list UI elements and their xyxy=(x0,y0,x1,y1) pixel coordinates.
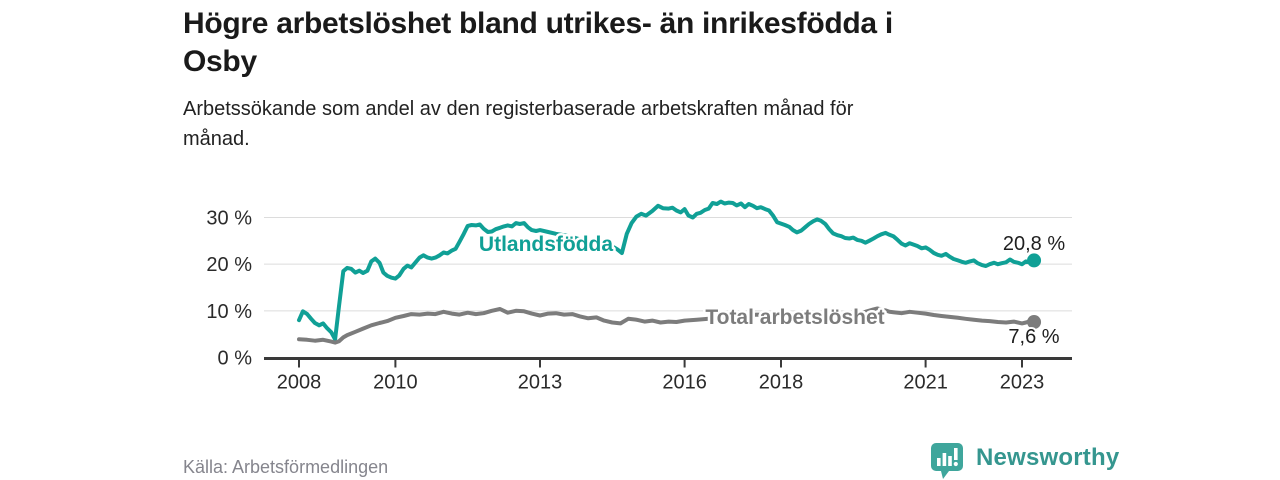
newsworthy-logo-icon xyxy=(931,443,963,479)
subtitle-line-2: månad. xyxy=(183,128,250,150)
x-axis-tick-label: 2023 xyxy=(1000,372,1045,394)
exclamation-dot xyxy=(953,461,958,467)
source-note: Källa: Arbetsförmedlingen xyxy=(183,457,389,477)
series-end-dot-1 xyxy=(1027,315,1042,330)
x-axis-tick-label: 2013 xyxy=(518,372,563,394)
x-axis-tick-label: 2021 xyxy=(903,372,948,394)
y-axis-tick-label: 10 % xyxy=(206,301,252,323)
y-axis-tick-label: 30 % xyxy=(206,208,252,230)
y-axis-tick-label: 0 % xyxy=(218,348,253,370)
series-label-1: Total arbetslöshet xyxy=(705,306,884,329)
x-axis-tick-label: 2010 xyxy=(373,372,418,394)
x-axis-tick-label: 2016 xyxy=(662,372,707,394)
newsworthy-brand[interactable]: Newsworthy xyxy=(929,441,1119,479)
chart-subtitle: Arbetssökande som andel av den registerb… xyxy=(183,94,983,154)
title-line-2: Osby xyxy=(183,45,257,78)
series-end-label-0: 20,8 % xyxy=(1003,233,1065,255)
brand-name: Newsworthy xyxy=(976,444,1120,471)
y-axis-tick-label: 20 % xyxy=(206,254,252,276)
bar-3 xyxy=(948,456,952,466)
bar-1 xyxy=(937,458,941,466)
series-line-1 xyxy=(297,306,1037,345)
title-line-1: Högre arbetslöshet bland utrikes- än inr… xyxy=(183,7,893,40)
series-label-0: Utlandsfödda xyxy=(479,233,613,256)
x-axis-tick-label: 2018 xyxy=(759,372,804,394)
exclamation-stem xyxy=(954,448,958,460)
page-title: Högre arbetslöshet bland utrikes- än inr… xyxy=(183,5,1083,81)
subtitle-line-1: Arbetssökande som andel av den registerb… xyxy=(183,98,854,120)
series-end-label-1: 7,6 % xyxy=(1008,326,1059,348)
series-line-0 xyxy=(297,199,1037,342)
bar-2 xyxy=(942,453,947,466)
speech-bubble-shape xyxy=(931,443,963,479)
series-end-dot-0 xyxy=(1027,253,1042,268)
x-axis-tick-label: 2008 xyxy=(277,372,322,394)
